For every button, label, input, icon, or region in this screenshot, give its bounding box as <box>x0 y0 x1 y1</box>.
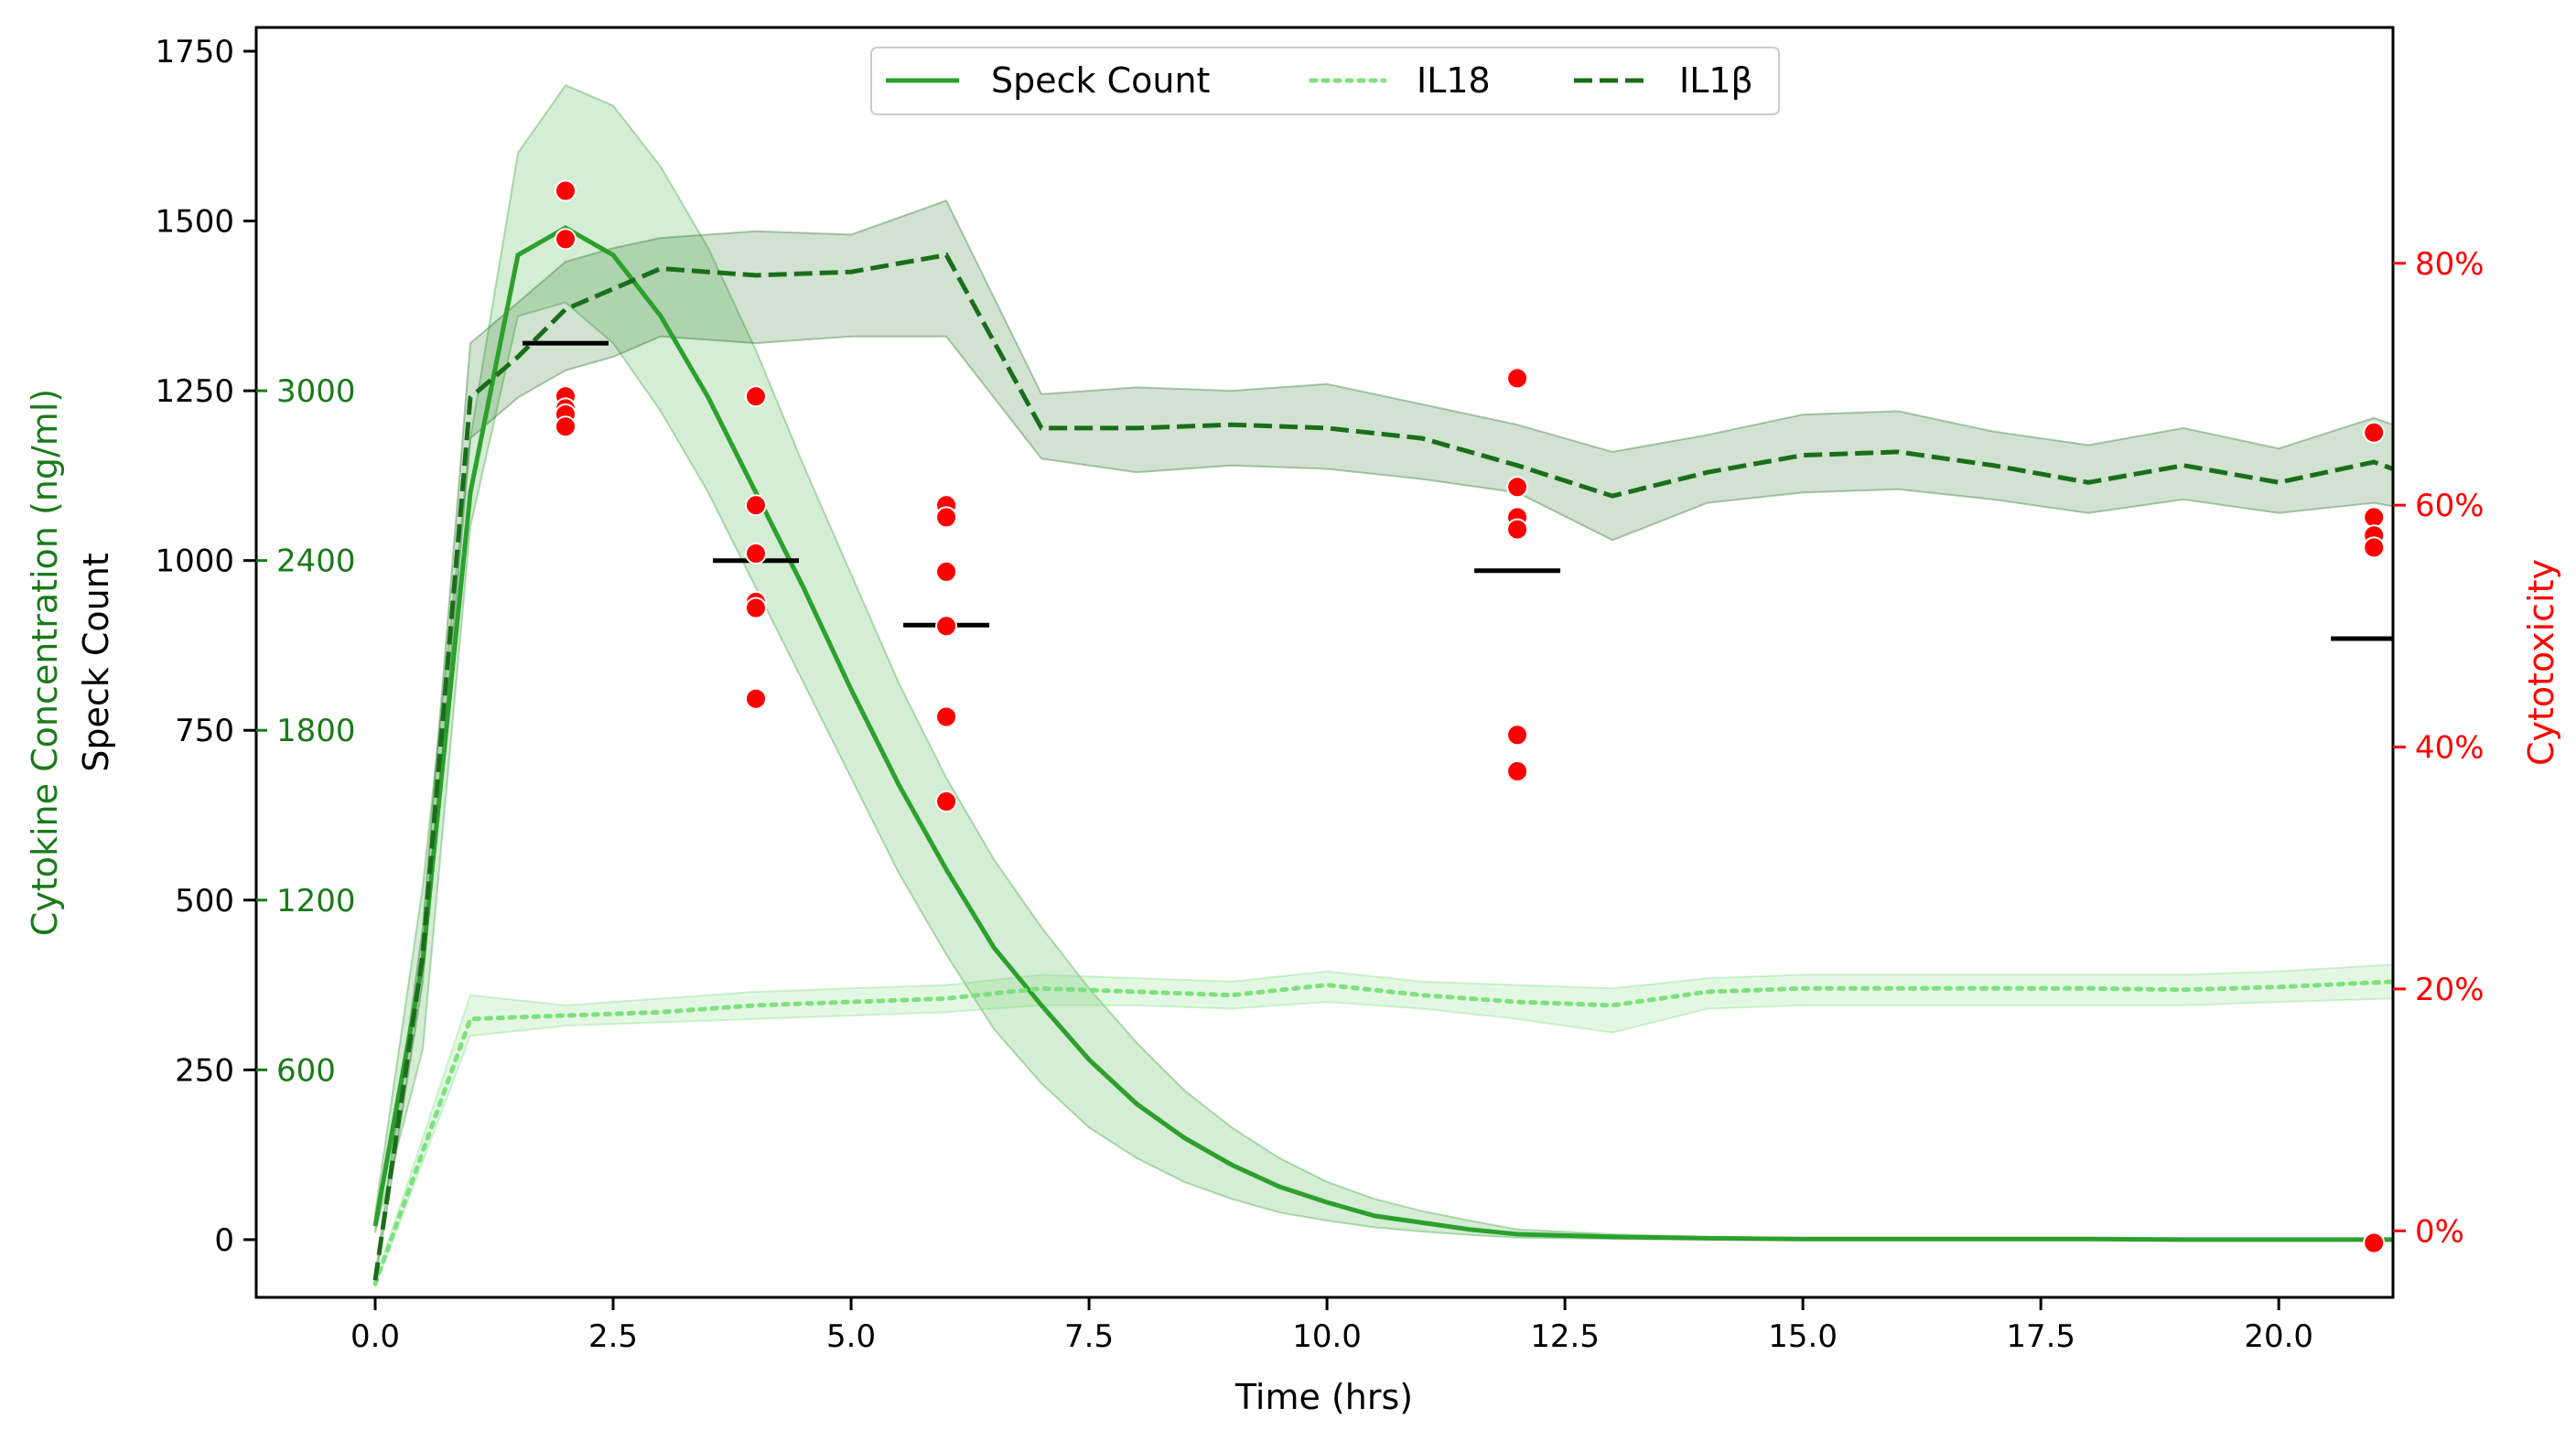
left-tick-label: 1500 <box>155 204 234 241</box>
right-tick-label: 80% <box>2415 246 2484 283</box>
x-tick-label: 10.0 <box>1292 1318 1362 1355</box>
x-tick-label: 0.0 <box>350 1318 400 1355</box>
cytotoxicity-point <box>935 705 958 728</box>
left-axis-label: Speck Count <box>76 553 116 771</box>
band-il1b <box>374 199 2393 1285</box>
confidence-bands <box>374 83 2393 1288</box>
left-tick-label: 750 <box>175 713 234 749</box>
cytokine-tick-label: 1800 <box>276 713 356 749</box>
cytokine-tick-label: 2400 <box>276 543 356 580</box>
cytotoxicity-point <box>1506 760 1529 782</box>
left-tick-label: 250 <box>175 1052 234 1089</box>
right-tick-label: 60% <box>2415 488 2484 524</box>
cytotoxicity-point <box>555 415 577 438</box>
legend-label-il1b: IL1β <box>1679 60 1753 101</box>
cytokine-axis: 600 1200 1800 2400 3000 <box>256 373 356 1089</box>
cytokine-tick-label: 3000 <box>276 373 356 410</box>
cytokine-axis-label: Cytokine Concentration (ng/ml) <box>25 389 65 936</box>
cytotoxicity-points <box>555 179 2386 1254</box>
cytotoxicity-point <box>935 506 958 529</box>
cytotoxicity-point <box>555 228 577 251</box>
right-tick-label: 40% <box>2415 730 2484 767</box>
cytotoxicity-point <box>745 687 767 710</box>
cytotoxicity-point <box>935 560 958 583</box>
x-tick-label: 20.0 <box>2244 1318 2313 1355</box>
legend-label-speck-count: Speck Count <box>991 60 1210 101</box>
series-line-speck-count <box>372 225 2393 1242</box>
x-tick-label: 15.0 <box>1768 1318 1838 1355</box>
left-tick-label: 500 <box>175 883 234 919</box>
cytotoxicity-point <box>2363 506 2386 529</box>
cytotoxicity-point <box>2363 421 2386 444</box>
right-tick-label: 0% <box>2415 1213 2464 1250</box>
left-axis: 0 250 500 750 1000 1250 1500 1750 <box>155 34 256 1259</box>
legend-label-il18: IL18 <box>1417 60 1491 101</box>
right-tick-label: 20% <box>2415 972 2484 1008</box>
x-tick-label: 17.5 <box>2006 1318 2075 1355</box>
x-tick-label: 2.5 <box>588 1318 638 1355</box>
cytotoxicity-point <box>2363 536 2386 559</box>
x-axis: 0.0 2.5 5.0 7.5 10.0 12.5 15.0 17.5 20.0 <box>350 1297 2313 1355</box>
cytotoxicity-point <box>1506 724 1529 747</box>
cytotoxicity-point <box>1506 476 1529 499</box>
right-axis-label: Cytotoxicity <box>2521 559 2561 766</box>
x-tick-label: 12.5 <box>1530 1318 1600 1355</box>
band-speck-count <box>374 83 2393 1241</box>
x-tick-label: 5.0 <box>826 1318 876 1355</box>
cytotoxicity-point <box>745 494 767 517</box>
left-tick-label: 0 <box>214 1222 234 1259</box>
cytotoxicity-point <box>745 543 767 565</box>
left-tick-label: 1000 <box>155 543 234 580</box>
cytotoxicity-point <box>745 385 767 408</box>
mean-markers <box>523 340 2393 641</box>
band-il18 <box>374 963 2393 1288</box>
right-axis: 0% 20% 40% 60% 80% <box>2393 246 2484 1250</box>
series-lines <box>372 225 2393 1286</box>
cytokine-tick-label: 1200 <box>276 883 356 919</box>
cytotoxicity-point <box>745 597 767 619</box>
cytokine-tick-label: 600 <box>276 1052 336 1089</box>
plot-frame <box>254 26 2395 1299</box>
series-line-il18 <box>372 979 2393 1286</box>
series-line-il1b <box>372 252 2393 1281</box>
left-tick-label: 1750 <box>155 34 234 70</box>
left-tick-label: 1250 <box>155 373 234 410</box>
cytotoxicity-point <box>2363 1231 2386 1254</box>
cytotoxicity-point <box>1506 367 1529 390</box>
x-axis-label: Time (hrs) <box>1234 1377 1413 1417</box>
cytotoxicity-point <box>935 790 958 812</box>
cytotoxicity-point <box>1506 518 1529 541</box>
x-tick-label: 7.5 <box>1064 1318 1114 1355</box>
cytotoxicity-point <box>555 179 577 202</box>
legend: Speck Count IL18 IL1β <box>870 47 1780 115</box>
cytotoxicity-point <box>935 615 958 638</box>
